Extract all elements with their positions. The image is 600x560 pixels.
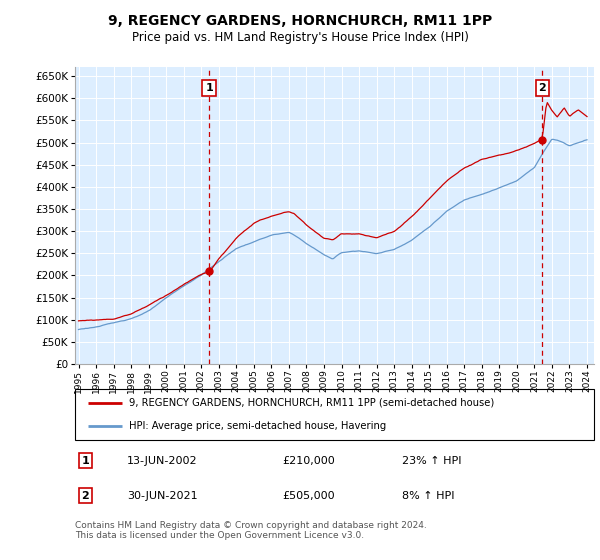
Text: 9, REGENCY GARDENS, HORNCHURCH, RM11 1PP (semi-detached house): 9, REGENCY GARDENS, HORNCHURCH, RM11 1PP… [130,398,495,408]
Text: 2: 2 [538,83,546,93]
Text: 1: 1 [205,83,213,93]
Text: 23% ↑ HPI: 23% ↑ HPI [402,456,461,465]
Text: 30-JUN-2021: 30-JUN-2021 [127,491,197,501]
Text: Contains HM Land Registry data © Crown copyright and database right 2024.
This d: Contains HM Land Registry data © Crown c… [75,521,427,540]
Text: 8% ↑ HPI: 8% ↑ HPI [402,491,454,501]
Text: 13-JUN-2002: 13-JUN-2002 [127,456,197,465]
Text: £505,000: £505,000 [283,491,335,501]
Text: 1: 1 [82,456,89,465]
Text: £210,000: £210,000 [283,456,335,465]
Text: 9, REGENCY GARDENS, HORNCHURCH, RM11 1PP: 9, REGENCY GARDENS, HORNCHURCH, RM11 1PP [108,14,492,28]
Text: Price paid vs. HM Land Registry's House Price Index (HPI): Price paid vs. HM Land Registry's House … [131,31,469,44]
Text: HPI: Average price, semi-detached house, Havering: HPI: Average price, semi-detached house,… [130,421,387,431]
Text: 2: 2 [82,491,89,501]
